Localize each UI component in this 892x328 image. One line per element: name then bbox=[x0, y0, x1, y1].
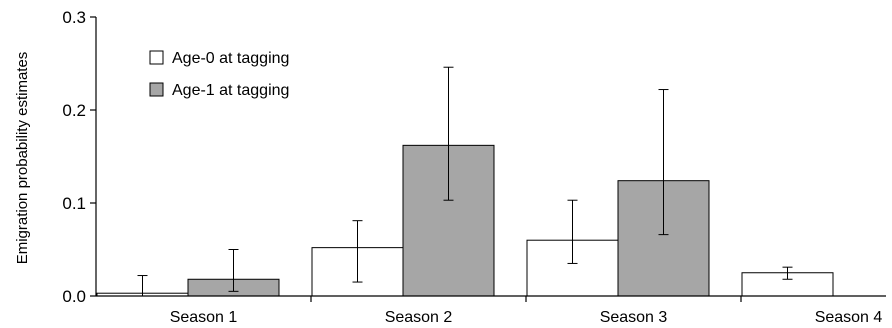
y-axis-label: Emigration probability estimates bbox=[14, 52, 31, 265]
y-tick-label-2: 0.2 bbox=[62, 101, 86, 120]
y-tick-label-3: 0.3 bbox=[62, 8, 86, 27]
plot-area: 0.0 0.1 0.2 0.3 Season 1 Season 2 Season 3 Seas… bbox=[62, 8, 886, 326]
legend-label-age0: Age-0 at tagging bbox=[172, 50, 289, 67]
legend-swatch-age0 bbox=[149, 50, 164, 65]
legend-swatch-age1 bbox=[149, 82, 164, 97]
y-tick-label-0: 0.0 bbox=[62, 287, 86, 306]
legend-label-age1: Age-1 at tagging bbox=[172, 82, 289, 99]
x-tick-label-season-1: Season 1 bbox=[170, 309, 238, 326]
x-tick-label-season-4: Season 4 bbox=[815, 309, 883, 326]
x-tick-label-season-3: Season 3 bbox=[600, 309, 668, 326]
x-tick-label-season-2: Season 2 bbox=[385, 309, 453, 326]
y-tick-label-1: 0.1 bbox=[62, 194, 86, 213]
legend: Age-0 at tagging Age-1 at tagging bbox=[149, 50, 289, 99]
